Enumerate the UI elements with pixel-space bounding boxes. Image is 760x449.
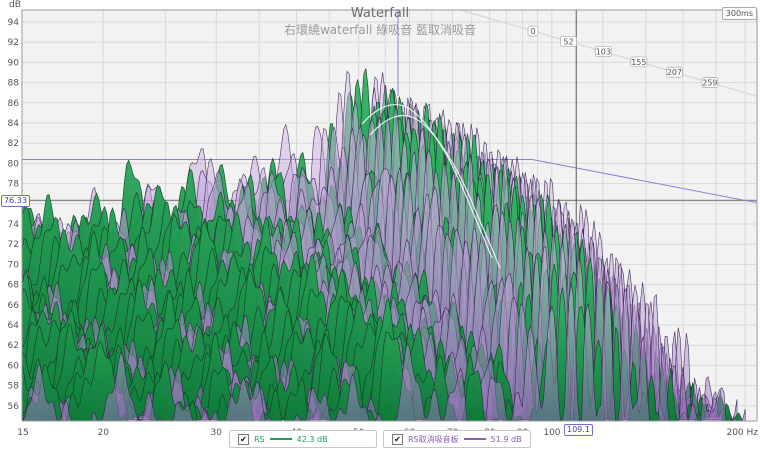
rs-visibility-checkbox[interactable]: ✔ bbox=[238, 433, 249, 445]
svg-text:62: 62 bbox=[8, 341, 19, 351]
svg-text:86: 86 bbox=[8, 99, 20, 109]
svg-text:60: 60 bbox=[8, 361, 20, 371]
cursor-frequency-readout: 109.1 bbox=[564, 424, 593, 436]
svg-text:66: 66 bbox=[8, 301, 20, 311]
legend-entry-rs: ✔ RS 42.3 dB bbox=[229, 430, 377, 448]
svg-text:80: 80 bbox=[8, 159, 20, 169]
svg-text:30: 30 bbox=[211, 428, 223, 438]
svg-text:70: 70 bbox=[8, 260, 20, 270]
svg-text:100: 100 bbox=[543, 428, 560, 438]
legend-label: RS取消吸音板 bbox=[408, 434, 459, 444]
svg-text:259: 259 bbox=[702, 79, 717, 88]
svg-text:64: 64 bbox=[8, 321, 20, 331]
svg-text:94: 94 bbox=[8, 18, 20, 28]
svg-text:72: 72 bbox=[8, 240, 19, 250]
chart-subtitle: 右環繞waterfall 綠吸音 藍取消吸音 bbox=[283, 23, 477, 37]
svg-text:20: 20 bbox=[97, 428, 109, 438]
svg-text:68: 68 bbox=[8, 281, 20, 291]
cursor-level-readout: 76.33 bbox=[1, 195, 30, 207]
svg-text:78: 78 bbox=[8, 180, 20, 190]
legend: ✔ RS 42.3 dB ✔ RS取消吸音板 51.9 dB bbox=[0, 430, 760, 448]
svg-text:52: 52 bbox=[563, 37, 573, 46]
svg-text:92: 92 bbox=[8, 38, 19, 48]
svg-text:15: 15 bbox=[17, 428, 28, 438]
y-axis-unit: dB bbox=[9, 0, 21, 10]
svg-text:155: 155 bbox=[631, 58, 646, 67]
svg-text:88: 88 bbox=[8, 79, 20, 89]
legend-entry-rs-no-absorption: ✔ RS取消吸音板 51.9 dB bbox=[383, 430, 531, 448]
svg-text:82: 82 bbox=[8, 139, 19, 149]
rs-no-absorption-visibility-checkbox[interactable]: ✔ bbox=[392, 433, 403, 445]
svg-text:200 Hz: 200 Hz bbox=[726, 428, 758, 438]
svg-text:207: 207 bbox=[667, 68, 682, 77]
page-title: Waterfall bbox=[350, 6, 410, 21]
time-window-badge: 300ms bbox=[721, 7, 757, 20]
svg-text:90: 90 bbox=[8, 58, 20, 68]
legend-value: 42.3 dB bbox=[296, 434, 328, 444]
legend-line-swatch-green bbox=[269, 438, 292, 440]
svg-text:74: 74 bbox=[8, 220, 20, 230]
legend-label: RS bbox=[254, 434, 265, 444]
svg-text:84: 84 bbox=[8, 119, 20, 129]
legend-value: 51.9 dB bbox=[490, 434, 522, 444]
legend-line-swatch-purple bbox=[463, 438, 486, 440]
svg-text:56: 56 bbox=[8, 402, 20, 412]
svg-text:103: 103 bbox=[596, 47, 611, 56]
svg-text:0: 0 bbox=[530, 27, 535, 36]
svg-text:58: 58 bbox=[8, 382, 20, 392]
